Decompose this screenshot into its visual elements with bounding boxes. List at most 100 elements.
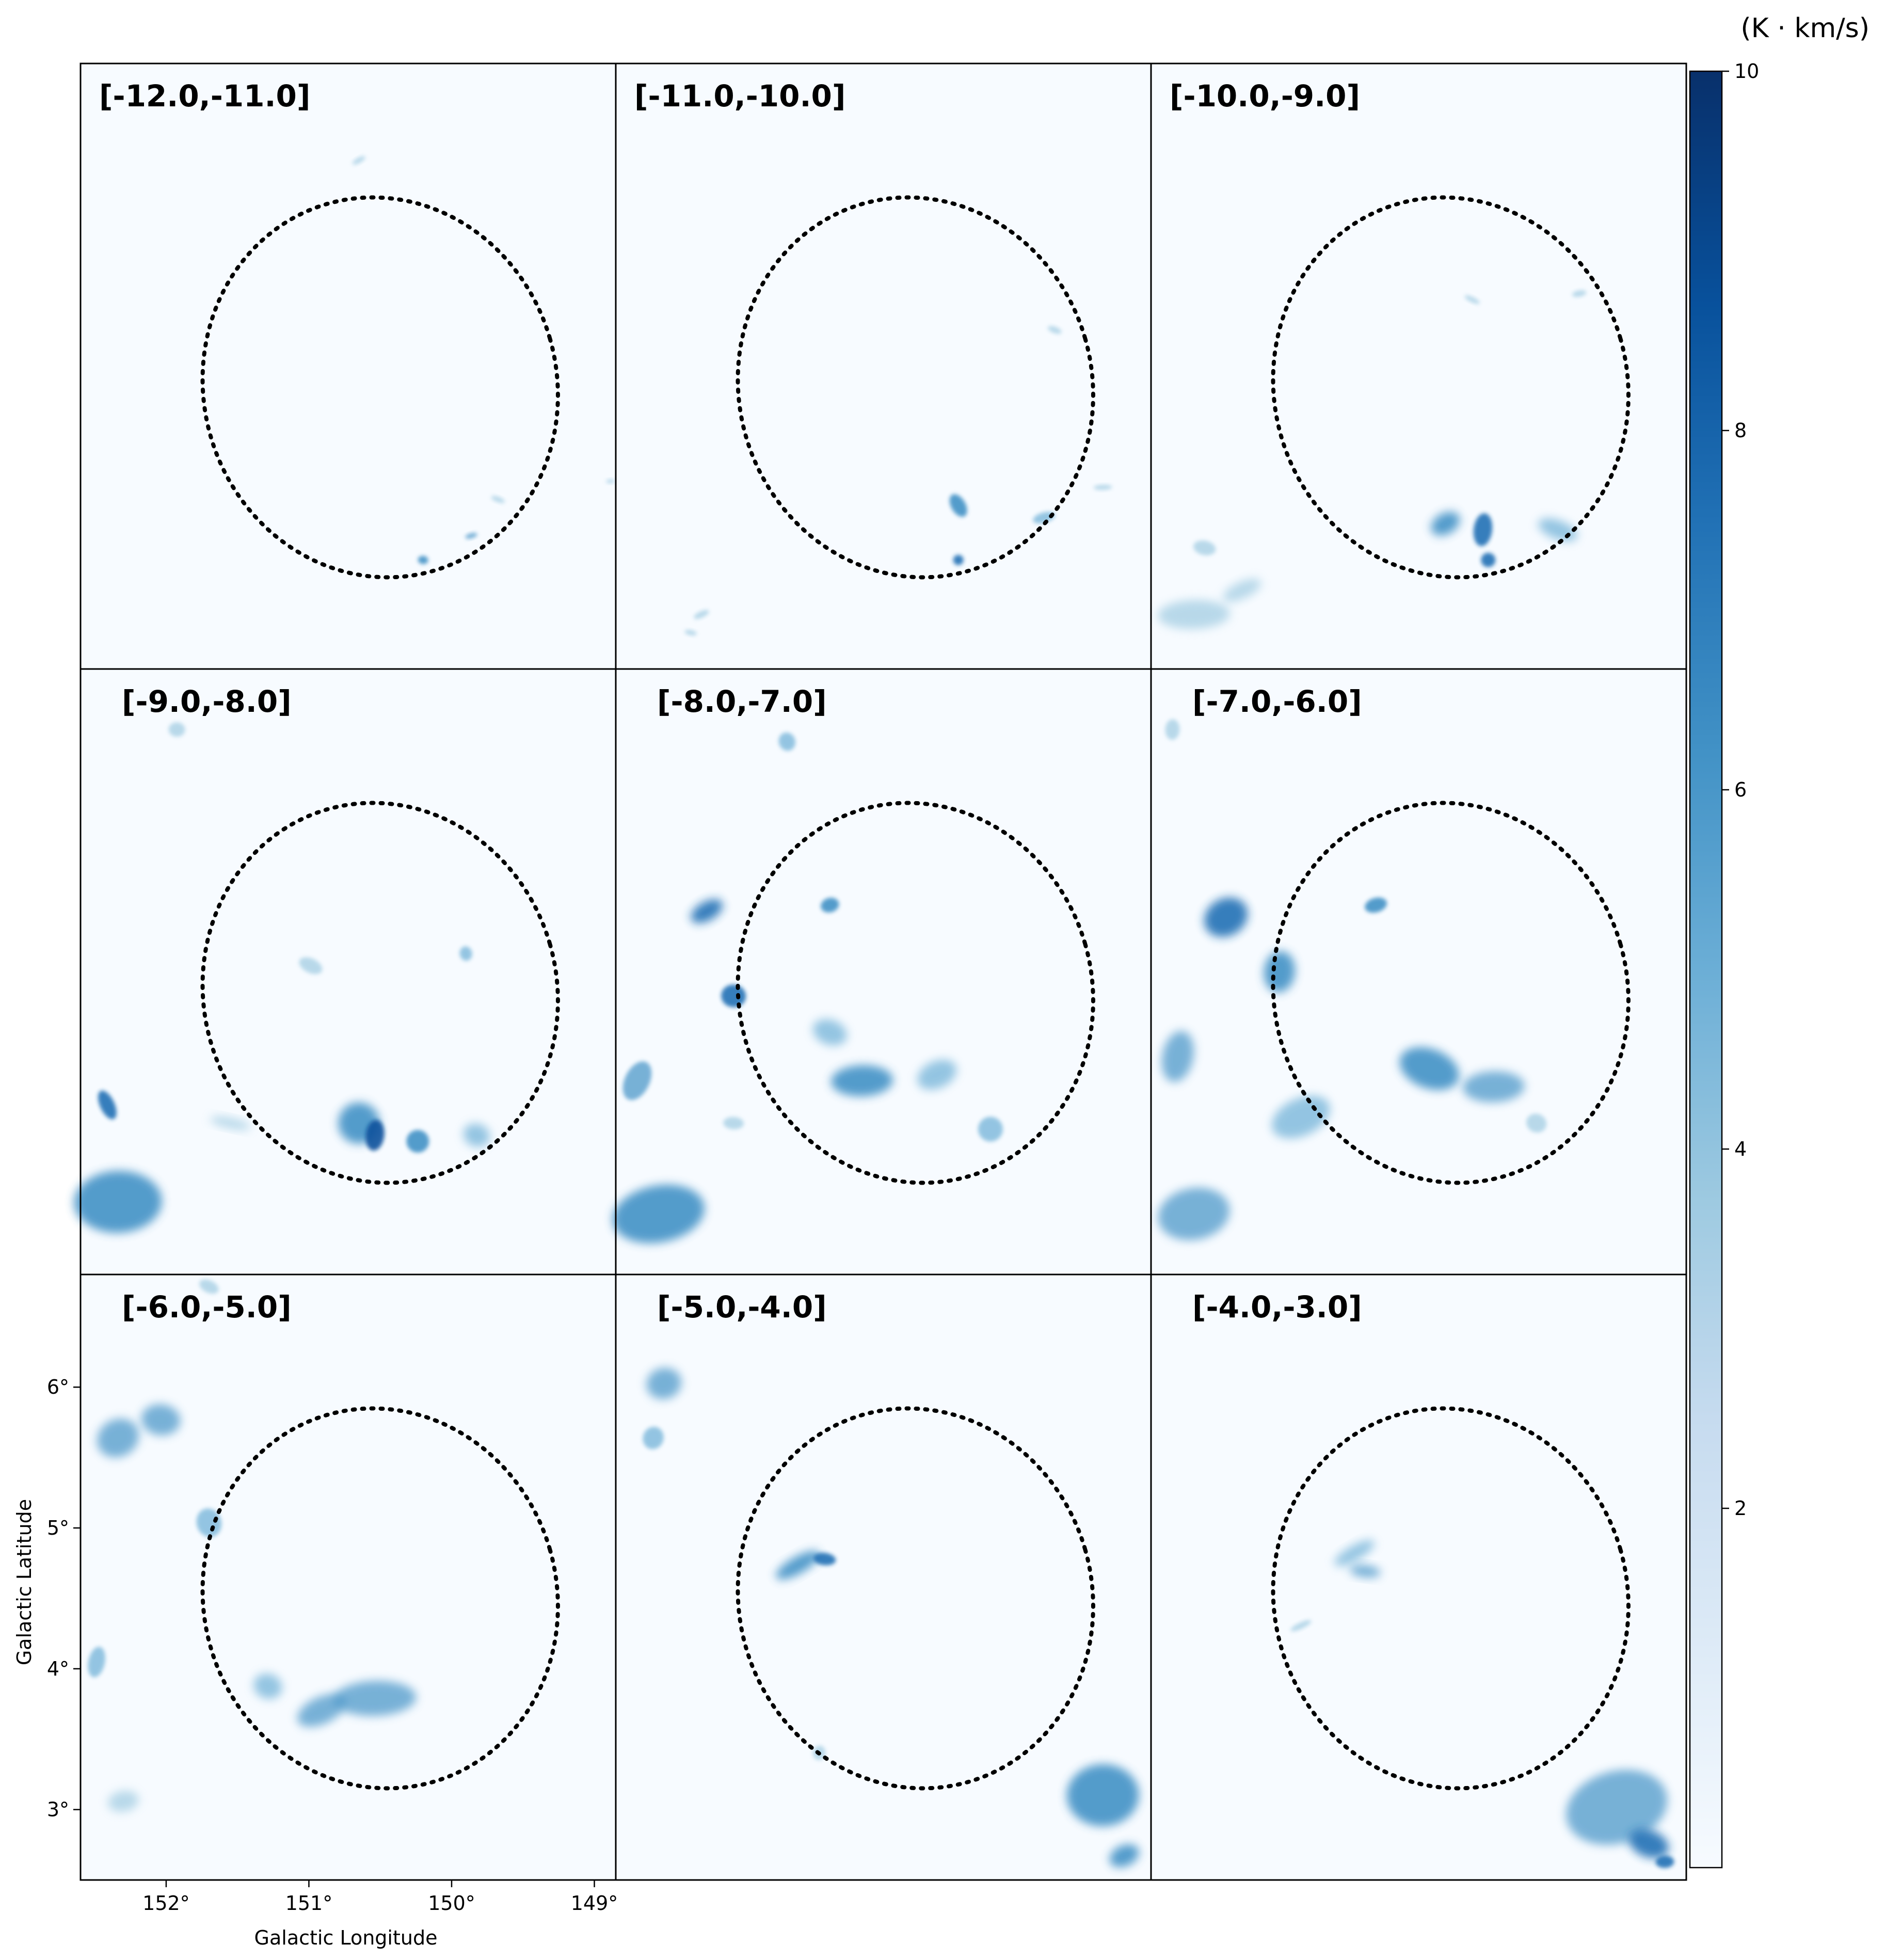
channel-panel: [-7.0,-6.0] <box>1150 668 1687 1276</box>
emission-blob <box>210 1116 251 1130</box>
axes-annotations: Galactic Longitude Galactic Latitude 152… <box>13 1376 618 1949</box>
y-tick-label: 3° <box>47 1798 69 1821</box>
colorbar-unit-label: (K · km/s) <box>1740 13 1870 44</box>
y-axis-label: Galactic Latitude <box>13 1499 36 1665</box>
channel-panel: [-4.0,-3.0] <box>1150 1273 1687 1881</box>
colorbar: (K · km/s) 2 4 6 8 10 <box>1689 13 1870 1869</box>
emission-blob <box>141 1404 181 1436</box>
emission-blob <box>465 533 477 539</box>
emission-blob <box>1334 1540 1375 1566</box>
emission-blob <box>297 1694 346 1727</box>
emission-blob <box>1365 897 1387 913</box>
emission-blob <box>1165 719 1180 740</box>
panel-velocity-label: [-7.0,-6.0] <box>1192 684 1362 719</box>
colorbar-tick-label: 2 <box>1734 1497 1747 1520</box>
emission-blob <box>253 1674 282 1699</box>
emission-blob <box>1572 290 1587 297</box>
emission-blob <box>821 898 839 913</box>
emission-blob <box>196 1508 222 1537</box>
panel-velocity-label: [-4.0,-3.0] <box>1192 1289 1362 1325</box>
panel-background <box>1151 63 1686 669</box>
emission-blob <box>1204 897 1248 937</box>
emission-blob <box>108 1791 139 1812</box>
emission-blob <box>1566 1770 1668 1845</box>
colorbar-gradient <box>1689 70 1723 1869</box>
emission-blob <box>1399 1047 1459 1090</box>
emission-blob <box>1093 485 1112 490</box>
panel-background <box>81 1274 616 1880</box>
emission-blob <box>1349 1565 1381 1578</box>
region-ellipse <box>1271 1406 1631 1791</box>
emission-blob <box>1193 540 1216 555</box>
panel-background <box>616 1274 1151 1880</box>
emission-blob <box>1158 1187 1230 1240</box>
emission-blob <box>646 1367 682 1399</box>
y-tick-label: 6° <box>47 1376 69 1398</box>
emission-blob <box>622 1061 652 1101</box>
emission-blob <box>74 1171 162 1233</box>
panel-background <box>616 63 1151 669</box>
x-tick-label: 149° <box>571 1892 618 1915</box>
emission-blob <box>1271 1095 1330 1139</box>
y-tick-label: 4° <box>47 1658 69 1680</box>
panel-velocity-label: [-11.0,-10.0] <box>634 78 845 114</box>
region-ellipse <box>1271 195 1631 580</box>
panel-grid: [-12.0,-11.0] [-11.0,-10.0] [-10.0,-9.0] [-… <box>74 62 1687 1881</box>
panel-background <box>81 669 616 1274</box>
emission-blob <box>459 946 472 961</box>
emission-blob <box>813 1553 836 1566</box>
emission-blob <box>812 1019 847 1046</box>
emission-blob <box>463 1123 490 1147</box>
emission-blob <box>1655 1855 1674 1868</box>
emission-blob <box>1109 1844 1139 1868</box>
y-tick-label: 5° <box>47 1517 69 1539</box>
region-ellipse <box>736 801 1095 1185</box>
emission-blob <box>98 1090 117 1120</box>
emission-blob <box>1462 1071 1525 1103</box>
emission-blob <box>199 1279 219 1294</box>
colorbar-tick-label: 8 <box>1734 419 1747 442</box>
channel-panel: [-12.0,-11.0] <box>79 62 617 670</box>
emission-blob <box>1048 326 1062 334</box>
emission-blob <box>917 1059 957 1090</box>
emission-blob <box>1473 513 1493 547</box>
channel-panel: [-6.0,-5.0] <box>79 1273 617 1881</box>
panel-velocity-label: [-9.0,-8.0] <box>122 684 292 719</box>
x-tick-label: 150° <box>428 1892 475 1915</box>
emission-blob <box>1464 295 1480 304</box>
x-tick-label: 151° <box>285 1892 333 1915</box>
emission-blob <box>831 1065 893 1096</box>
emission-blob <box>643 1426 664 1449</box>
panel-velocity-label: [-12.0,-11.0] <box>99 78 310 114</box>
panel-velocity-label: [-8.0,-7.0] <box>657 684 827 719</box>
emission-blob <box>953 554 964 565</box>
emission-blob <box>1526 1113 1547 1133</box>
panel-background <box>81 63 616 669</box>
panel-frame <box>1150 1273 1687 1881</box>
channel-panel: [-11.0,-10.0] <box>615 62 1152 670</box>
emission-blob <box>721 984 746 1008</box>
emission-blob <box>1033 512 1055 524</box>
emission-blob <box>365 1120 385 1151</box>
emission-blob <box>1157 600 1230 629</box>
emission-blob <box>168 722 185 737</box>
emission-blob <box>691 899 723 923</box>
emission-blob <box>1290 1620 1312 1632</box>
emission-blob <box>1223 579 1261 602</box>
panel-velocity-label: [-10.0,-9.0] <box>1170 78 1360 114</box>
emission-blob <box>299 957 323 975</box>
region-ellipse <box>1271 801 1631 1185</box>
emission-blob <box>1431 512 1460 536</box>
emission-blob <box>1066 1764 1139 1826</box>
emission-blob <box>949 494 967 517</box>
emission-blob <box>333 1681 417 1716</box>
colorbar-tick-label: 4 <box>1734 1138 1747 1160</box>
emission-blob <box>684 630 697 636</box>
panel-background <box>616 669 1151 1274</box>
region-ellipse <box>736 195 1095 580</box>
channel-panel: [-10.0,-9.0] <box>1150 62 1687 670</box>
colorbar-tick-label: 6 <box>1734 778 1747 801</box>
panel-velocity-label: [-6.0,-5.0] <box>122 1289 292 1325</box>
emission-blob <box>97 1419 139 1458</box>
